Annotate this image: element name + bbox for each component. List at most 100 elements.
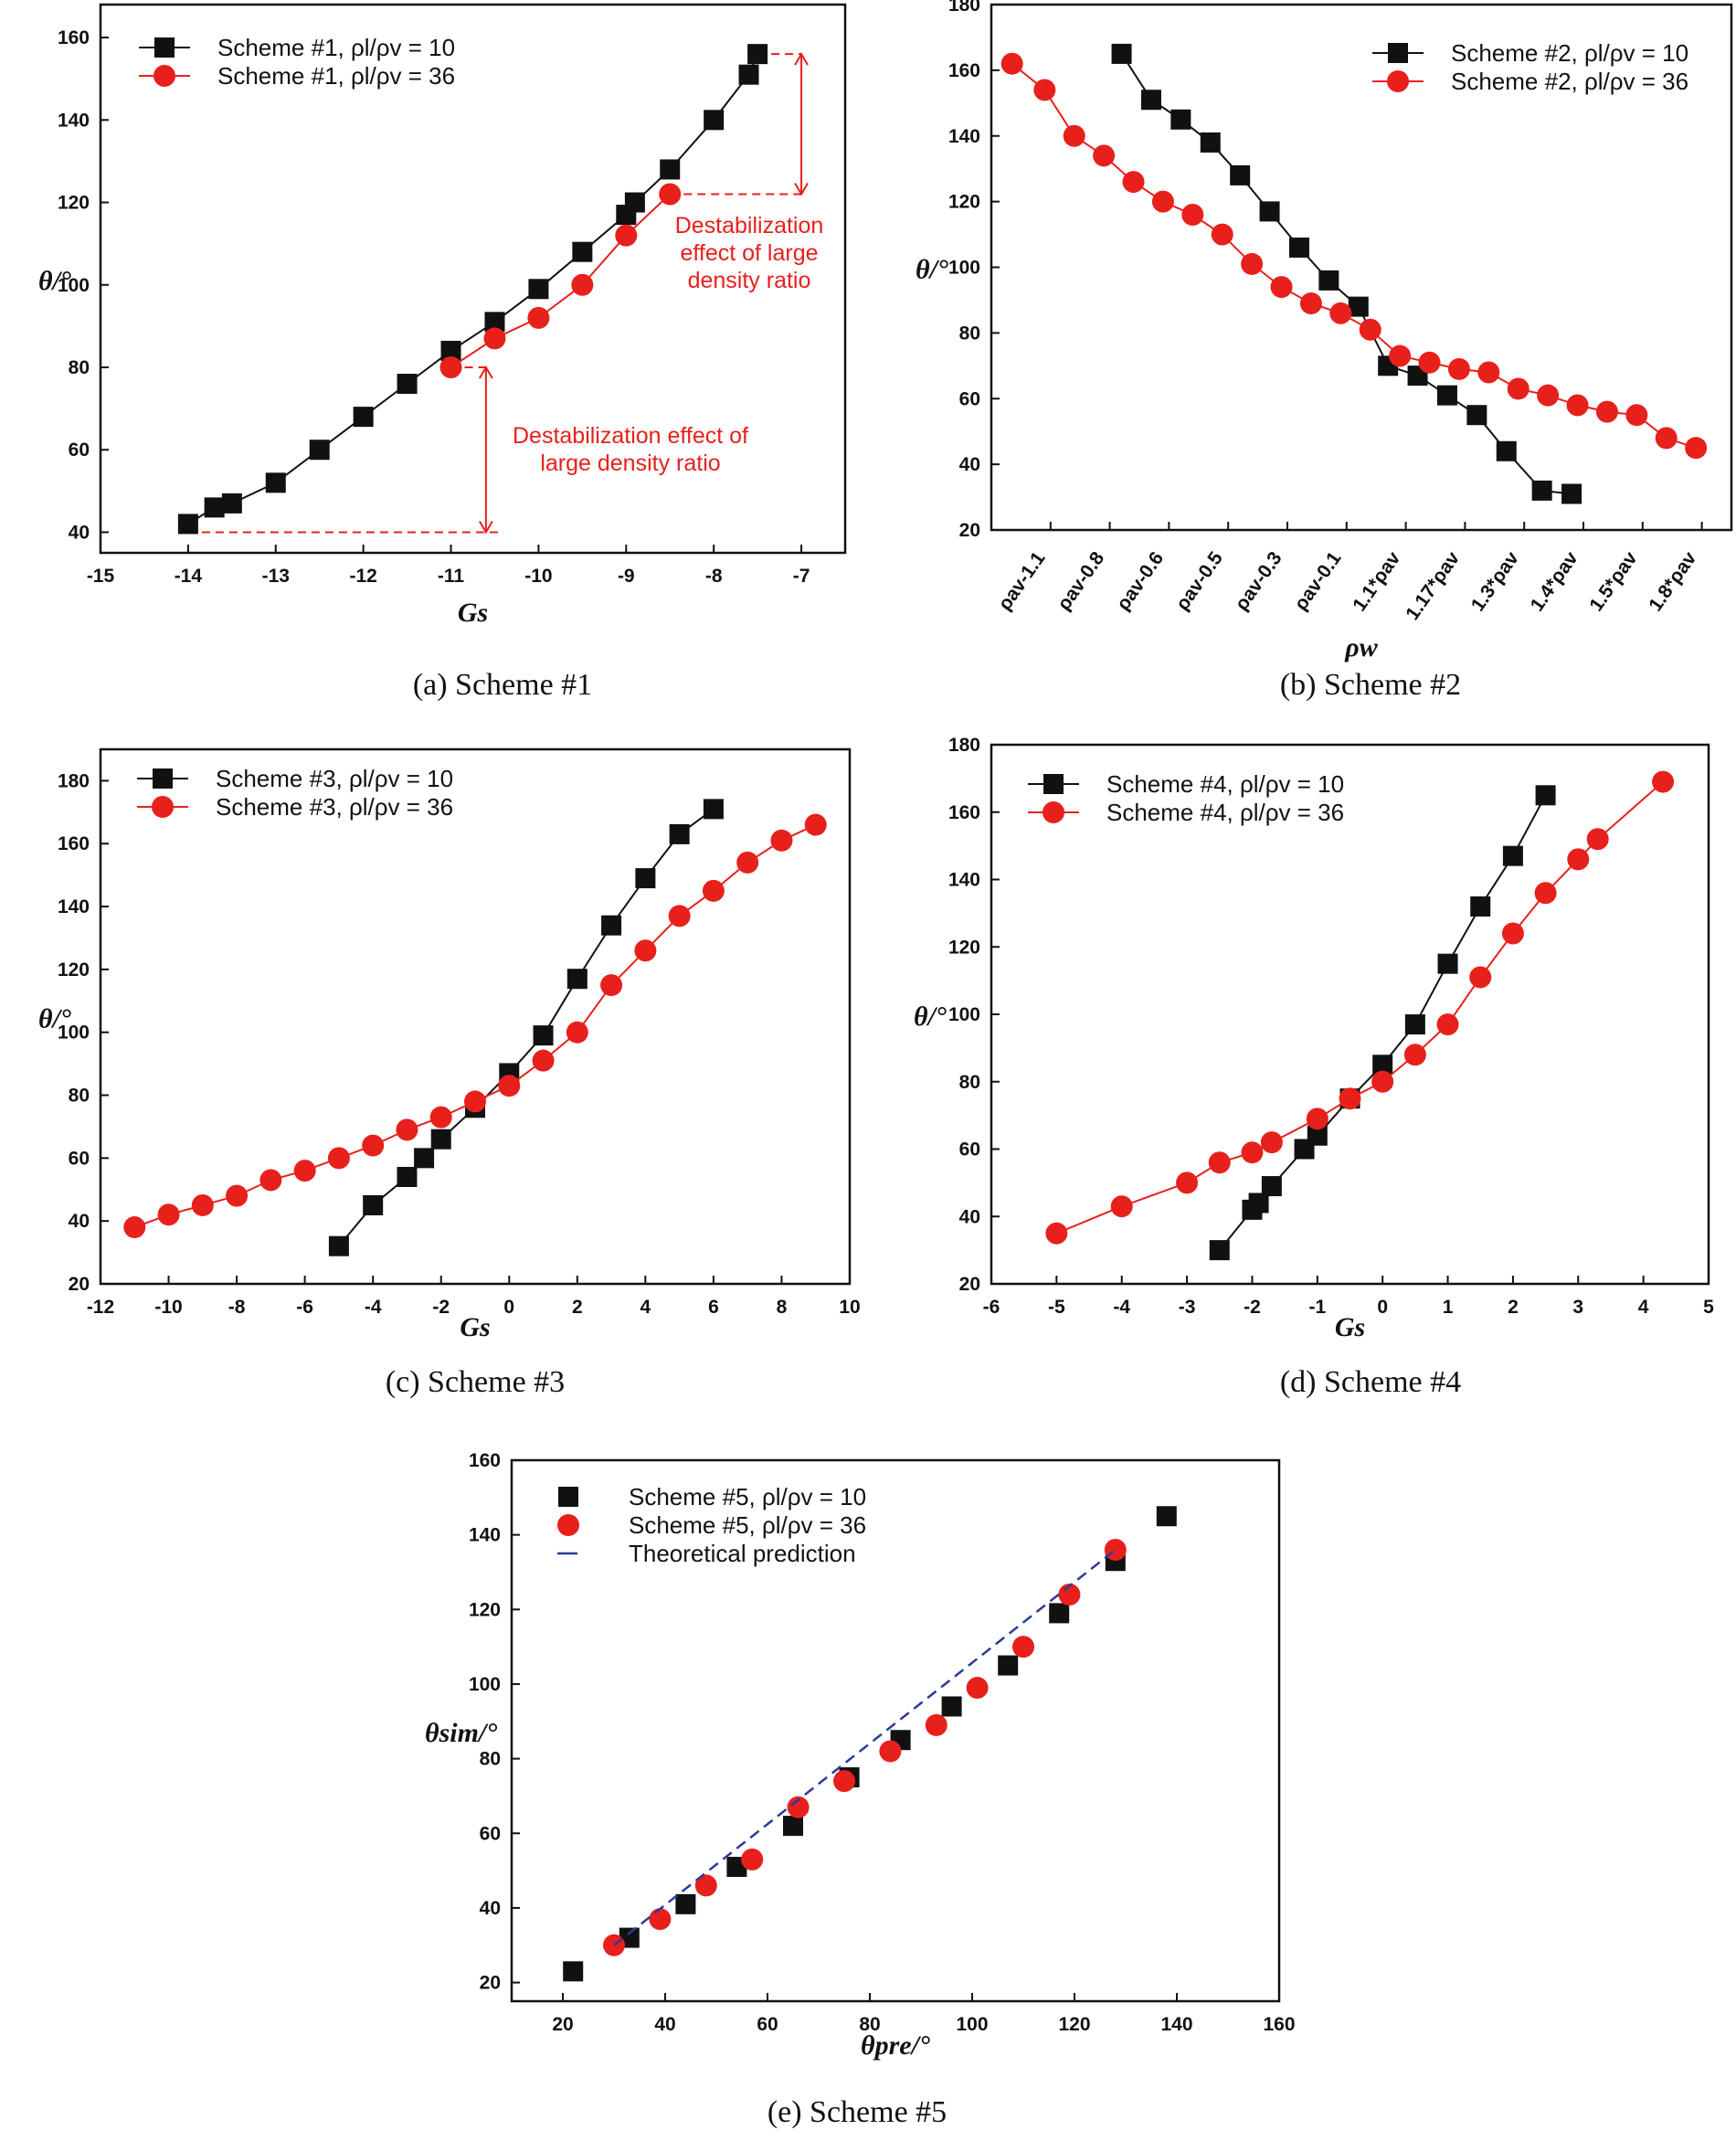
plot-frame-e — [510, 1458, 1281, 2003]
data-point — [1531, 480, 1552, 501]
data-point — [1176, 1171, 1199, 1194]
data-point — [833, 1770, 855, 1793]
arrow-head — [479, 520, 493, 535]
x-tick-label: -8 — [228, 1297, 246, 1318]
data-point — [204, 497, 225, 518]
data-point — [1093, 144, 1116, 167]
data-point — [624, 192, 645, 213]
data-point — [430, 1129, 451, 1150]
data-point — [1306, 1108, 1328, 1130]
data-point — [1209, 1240, 1230, 1261]
x-tick-label: -2 — [1244, 1297, 1261, 1318]
arrow-head — [479, 366, 493, 379]
x-tick-label: 1.3*ρav — [1467, 547, 1523, 615]
data-point — [1418, 351, 1441, 374]
y-tick-label: 40 — [959, 1206, 980, 1227]
data-point — [1299, 292, 1322, 315]
data-point — [669, 823, 690, 844]
data-point — [1685, 437, 1708, 460]
series-c-0 — [328, 799, 724, 1256]
y-tick-label: 120 — [948, 192, 980, 213]
data-point — [1537, 384, 1560, 407]
data-point — [1151, 190, 1174, 213]
x-tick-label: -12 — [87, 1297, 114, 1318]
y-axis-label: θ/° — [916, 255, 948, 285]
x-tick-label: -15 — [87, 566, 115, 587]
x-tick-label: -9 — [618, 566, 635, 587]
y-tick-label: 140 — [58, 896, 90, 917]
data-point — [1586, 828, 1609, 851]
legend-label: Scheme #3, ρl/ρv = 10 — [216, 765, 453, 792]
data-point — [675, 1893, 696, 1914]
y-tick-label: 80 — [69, 357, 90, 378]
y-tick-label: 180 — [58, 770, 90, 791]
y-tick-label: 20 — [480, 1973, 501, 1994]
x-tick-label: -8 — [705, 566, 723, 587]
y-tick-label: 20 — [69, 1274, 90, 1295]
chart-c: 20 40 60 80 100 120 140 160 180 -12 -10 -8 -6 -4 -2 0 2 4… — [38, 747, 861, 1399]
data-point — [1436, 1013, 1459, 1036]
legend-marker — [152, 796, 174, 818]
x-tick-label: ρav-0.6 — [1113, 548, 1168, 615]
data-point — [571, 273, 594, 296]
x-tick-label: 1.4*ρav — [1527, 547, 1583, 615]
legend-marker — [153, 768, 173, 789]
legend-marker — [153, 65, 175, 87]
x-tick-label: 80 — [859, 2014, 880, 2035]
data-point — [1566, 394, 1589, 417]
data-point — [1371, 1070, 1394, 1093]
x-tick-label: 1.17*ρav — [1402, 547, 1464, 623]
series-line — [1011, 62, 1697, 450]
data-point — [600, 974, 623, 997]
y-axis-label: θsim/° — [425, 1718, 497, 1748]
data-point — [439, 355, 462, 378]
data-point — [1208, 1151, 1231, 1174]
data-point — [498, 1075, 521, 1097]
data-point — [879, 1740, 902, 1763]
data-point — [1230, 164, 1251, 185]
data-point — [1288, 237, 1309, 258]
data-point — [659, 183, 682, 206]
y-tick-label: 140 — [948, 126, 980, 147]
annotation-text: Destabilization effect of — [513, 423, 748, 449]
x-tick-label: ρav-0.3 — [1231, 548, 1286, 615]
x-axis-label: Gs — [458, 598, 488, 628]
series-d-1 — [1045, 770, 1675, 1245]
data-point — [396, 1118, 418, 1141]
panel-caption: (d) Scheme #4 — [1280, 1365, 1461, 1399]
data-point — [660, 159, 681, 180]
data-point — [1181, 204, 1204, 226]
y-tick-label: 140 — [948, 870, 980, 891]
y-tick-label: 80 — [480, 1749, 501, 1770]
x-axis-label: θpre/° — [861, 2030, 930, 2061]
data-point — [1000, 52, 1023, 75]
data-point — [221, 493, 242, 514]
data-point — [1502, 845, 1523, 866]
legend-label: Scheme #2, ρl/ρv = 36 — [1451, 68, 1688, 95]
y-tick-label: 60 — [69, 440, 90, 461]
x-tick-label: -14 — [175, 566, 203, 587]
x-tick-label: 120 — [1058, 2014, 1090, 2035]
x-axis-label: Gs — [1335, 1312, 1365, 1342]
data-point — [1307, 1125, 1328, 1146]
plot-frame-d — [990, 743, 1710, 1286]
x-tick-label: 1.5*ρav — [1585, 547, 1641, 615]
x-tick-label: 1.1*ρav — [1349, 547, 1404, 615]
x-tick-label: 4 — [1638, 1297, 1649, 1318]
data-point — [309, 440, 330, 461]
legend-label: Scheme #3, ρl/ρv = 36 — [216, 793, 453, 821]
x-tick-label: ρav-0.8 — [1053, 547, 1109, 614]
legend-label: Scheme #2, ρl/ρv = 10 — [1451, 39, 1688, 67]
data-point — [1447, 357, 1470, 380]
data-point — [1469, 966, 1492, 989]
legend-label: Scheme #4, ρl/ρv = 36 — [1106, 799, 1344, 826]
data-point — [1437, 953, 1458, 974]
data-point — [566, 1021, 588, 1044]
data-point — [226, 1184, 249, 1207]
legend-marker — [1387, 70, 1409, 92]
legend-label: Scheme #5, ρl/ρv = 36 — [629, 1511, 866, 1539]
data-point — [1260, 1131, 1283, 1154]
data-point — [787, 1796, 810, 1818]
